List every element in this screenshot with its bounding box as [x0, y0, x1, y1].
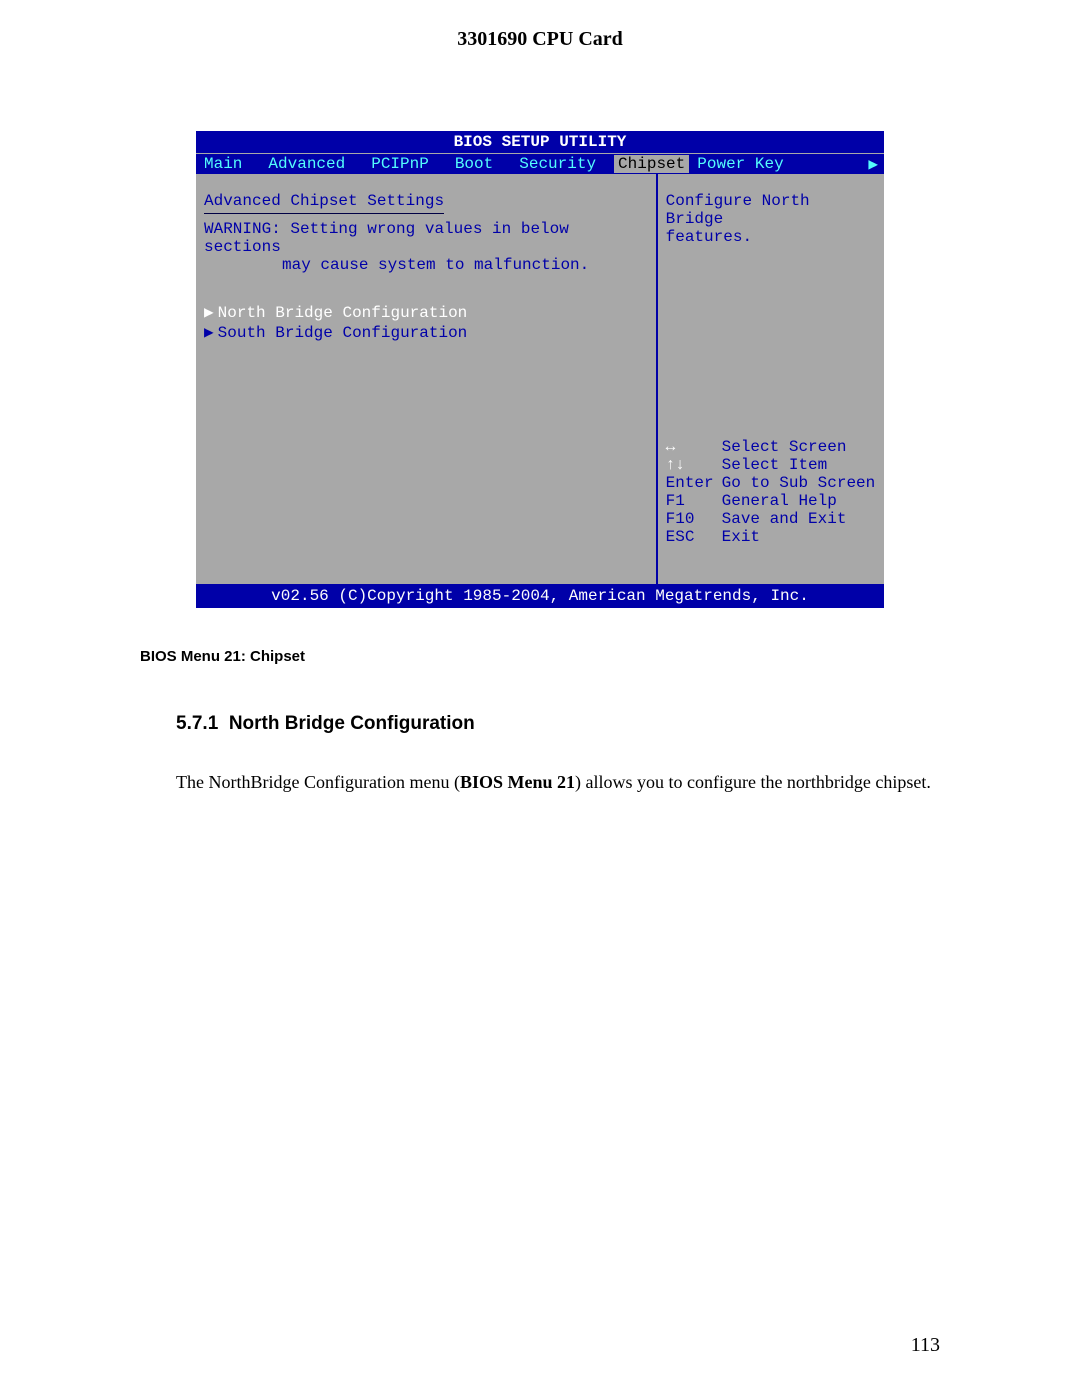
menu-arrow-right-icon[interactable]: ▶	[868, 154, 878, 174]
nav-desc: Go to Sub Screen	[722, 474, 876, 492]
divider-line	[204, 213, 444, 214]
nav-key-ud: ↑↓	[666, 456, 722, 474]
submenu-label: North Bridge Configuration	[218, 304, 468, 322]
tab-main[interactable]: Main	[202, 155, 260, 173]
tab-security[interactable]: Security	[511, 155, 614, 173]
nav-key-esc: ESC	[666, 528, 722, 546]
bios-left-pane: Advanced Chipset Settings WARNING: Setti…	[196, 174, 658, 584]
tab-advanced[interactable]: Advanced	[260, 155, 363, 173]
para-pre: The NorthBridge Configuration menu (	[176, 772, 460, 792]
nav-key-enter: Enter	[666, 474, 722, 492]
nav-desc: Save and Exit	[722, 510, 847, 528]
body-paragraph: The NorthBridge Configuration menu (BIOS…	[176, 763, 940, 803]
section-title: North Bridge Configuration	[229, 713, 475, 734]
page-number: 113	[911, 1334, 940, 1357]
nav-row: ↑↓ Select Item	[666, 456, 876, 474]
bios-menu-bar: Main Advanced PCIPnP Boot Security Chips…	[196, 154, 884, 174]
tab-power[interactable]: Power Key	[689, 155, 801, 173]
help-line-2: features.	[666, 228, 876, 246]
triangle-icon: ▶	[204, 324, 214, 342]
left-heading: Advanced Chipset Settings	[204, 192, 648, 210]
triangle-icon: ▶	[204, 304, 214, 322]
tab-chipset[interactable]: Chipset	[614, 155, 689, 173]
nav-desc: Select Screen	[722, 438, 847, 456]
submenu-label: South Bridge Configuration	[218, 324, 468, 342]
warning-line-1: WARNING: Setting wrong values in below s…	[204, 220, 648, 256]
nav-row: F1 General Help	[666, 492, 876, 510]
bios-body: Advanced Chipset Settings WARNING: Setti…	[196, 174, 884, 584]
nav-desc: Exit	[722, 528, 760, 546]
tab-boot[interactable]: Boot	[447, 155, 511, 173]
bios-footer: v02.56 (C)Copyright 1985-2004, American …	[196, 584, 884, 608]
bios-title: BIOS SETUP UTILITY	[196, 131, 884, 154]
section-heading: 5.7.1 North Bridge Configuration	[176, 713, 1080, 735]
help-line-1: Configure North Bridge	[666, 192, 876, 228]
warning-line-2: may cause system to malfunction.	[204, 256, 648, 274]
bios-screenshot: BIOS SETUP UTILITY Main Advanced PCIPnP …	[196, 131, 884, 608]
submenu-south-bridge[interactable]: ▶South Bridge Configuration	[204, 322, 648, 342]
section-number: 5.7.1	[176, 713, 218, 734]
nav-key-lr: ↔	[666, 438, 722, 456]
submenu-north-bridge[interactable]: ▶North Bridge Configuration	[204, 302, 648, 322]
nav-row: ↔ Select Screen	[666, 438, 876, 456]
nav-desc: Select Item	[722, 456, 828, 474]
context-help: Configure North Bridge features.	[666, 192, 876, 246]
figure-caption: BIOS Menu 21: Chipset	[140, 648, 1080, 665]
nav-key-f10: F10	[666, 510, 722, 528]
bios-right-pane: Configure North Bridge features. ↔ Selec…	[658, 174, 884, 584]
nav-help-table: ↔ Select Screen ↑↓ Select Item Enter Go …	[666, 438, 876, 576]
nav-desc: General Help	[722, 492, 837, 510]
nav-row: Enter Go to Sub Screen	[666, 474, 876, 492]
tab-pcipnp[interactable]: PCIPnP	[363, 155, 447, 173]
nav-key-f1: F1	[666, 492, 722, 510]
para-bold: BIOS Menu 21	[460, 772, 575, 792]
page-header: 3301690 CPU Card	[0, 0, 1080, 51]
para-post: ) allows you to configure the northbridg…	[575, 772, 931, 792]
nav-row: ESC Exit	[666, 528, 876, 546]
nav-row: F10 Save and Exit	[666, 510, 876, 528]
